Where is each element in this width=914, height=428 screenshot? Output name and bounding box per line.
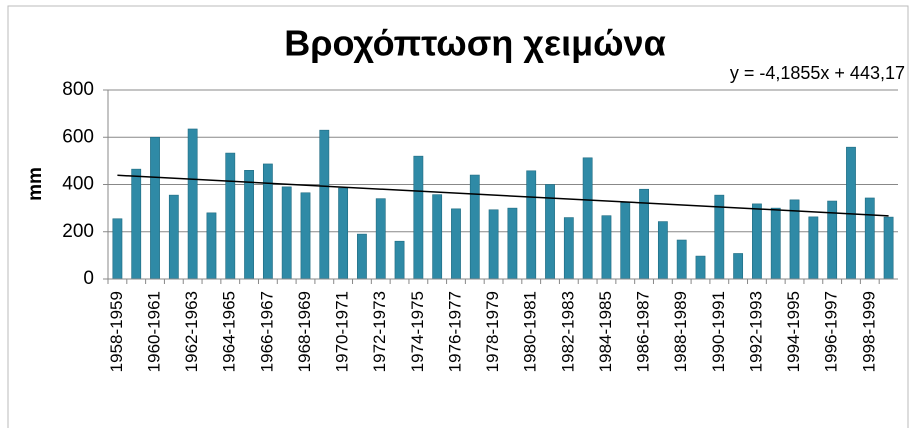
bar bbox=[620, 202, 631, 280]
y-tick-label: 800 bbox=[62, 79, 94, 100]
x-tick-label: 1992-1993 bbox=[746, 291, 765, 372]
bar bbox=[262, 163, 273, 280]
y-tick-label: 400 bbox=[62, 174, 94, 195]
bar bbox=[526, 170, 537, 280]
x-tick-label: 1982-1983 bbox=[558, 291, 577, 372]
y-tick-label: 600 bbox=[62, 126, 94, 147]
x-tick-label: 1978-1979 bbox=[483, 291, 502, 372]
bar bbox=[131, 168, 142, 280]
bar bbox=[582, 157, 593, 280]
bar bbox=[488, 209, 499, 280]
bar bbox=[112, 218, 123, 280]
x-tick-label: 1998-1999 bbox=[859, 291, 878, 372]
trendline-equation: y = -4,1855x + 443,17 bbox=[730, 63, 905, 83]
bar bbox=[770, 207, 781, 280]
x-tick-label: 1990-1991 bbox=[709, 291, 728, 372]
bar bbox=[225, 152, 236, 280]
bar bbox=[507, 207, 518, 280]
x-tick-label: 1984-1985 bbox=[596, 291, 615, 372]
chart-title: Βροχόπτωση χειμώνα bbox=[284, 23, 665, 64]
bar bbox=[657, 221, 668, 280]
bar bbox=[206, 212, 217, 280]
bar bbox=[733, 253, 744, 280]
y-axis-label: mm bbox=[25, 167, 46, 201]
x-tick-label: 1972-1973 bbox=[370, 291, 389, 372]
bar bbox=[338, 187, 349, 280]
bar bbox=[695, 255, 706, 280]
x-tick-label: 1976-1977 bbox=[445, 291, 464, 372]
bar bbox=[469, 174, 480, 280]
x-tick-label: 1958-1959 bbox=[107, 291, 126, 372]
bar bbox=[187, 128, 198, 280]
bar bbox=[300, 192, 311, 280]
bar bbox=[883, 216, 894, 280]
bar bbox=[752, 203, 762, 280]
bar bbox=[432, 194, 443, 280]
bar bbox=[281, 186, 292, 280]
bar bbox=[451, 208, 461, 280]
x-tick-label: 1968-1969 bbox=[295, 291, 314, 372]
y-tick-label: 0 bbox=[83, 268, 94, 289]
bar bbox=[563, 217, 574, 280]
bar bbox=[375, 198, 386, 280]
bar bbox=[864, 197, 875, 280]
x-tick-label: 1994-1995 bbox=[784, 291, 803, 372]
x-tick-label: 1964-1965 bbox=[220, 291, 239, 372]
x-tick-label: 1988-1989 bbox=[671, 291, 690, 372]
x-tick-label: 1966-1967 bbox=[257, 291, 276, 372]
bar bbox=[394, 240, 405, 280]
x-tick-label: 1996-1997 bbox=[822, 291, 841, 372]
bar bbox=[244, 170, 254, 280]
bar bbox=[413, 155, 424, 280]
bar bbox=[168, 194, 179, 280]
bar bbox=[676, 239, 687, 280]
x-tick-label: 1986-1987 bbox=[634, 291, 653, 372]
bar bbox=[319, 129, 330, 280]
bar bbox=[808, 216, 819, 280]
y-tick-label: 200 bbox=[62, 221, 94, 242]
x-tick-label: 1970-1971 bbox=[333, 291, 352, 372]
bar bbox=[357, 233, 367, 280]
trendline bbox=[117, 174, 889, 217]
bar bbox=[150, 136, 160, 280]
x-tick-label: 1962-1963 bbox=[182, 291, 201, 372]
x-tick-label: 1980-1981 bbox=[521, 291, 540, 372]
bar bbox=[601, 215, 612, 280]
x-tick-label: 1960-1961 bbox=[145, 291, 164, 372]
x-tick-label: 1974-1975 bbox=[408, 291, 427, 372]
